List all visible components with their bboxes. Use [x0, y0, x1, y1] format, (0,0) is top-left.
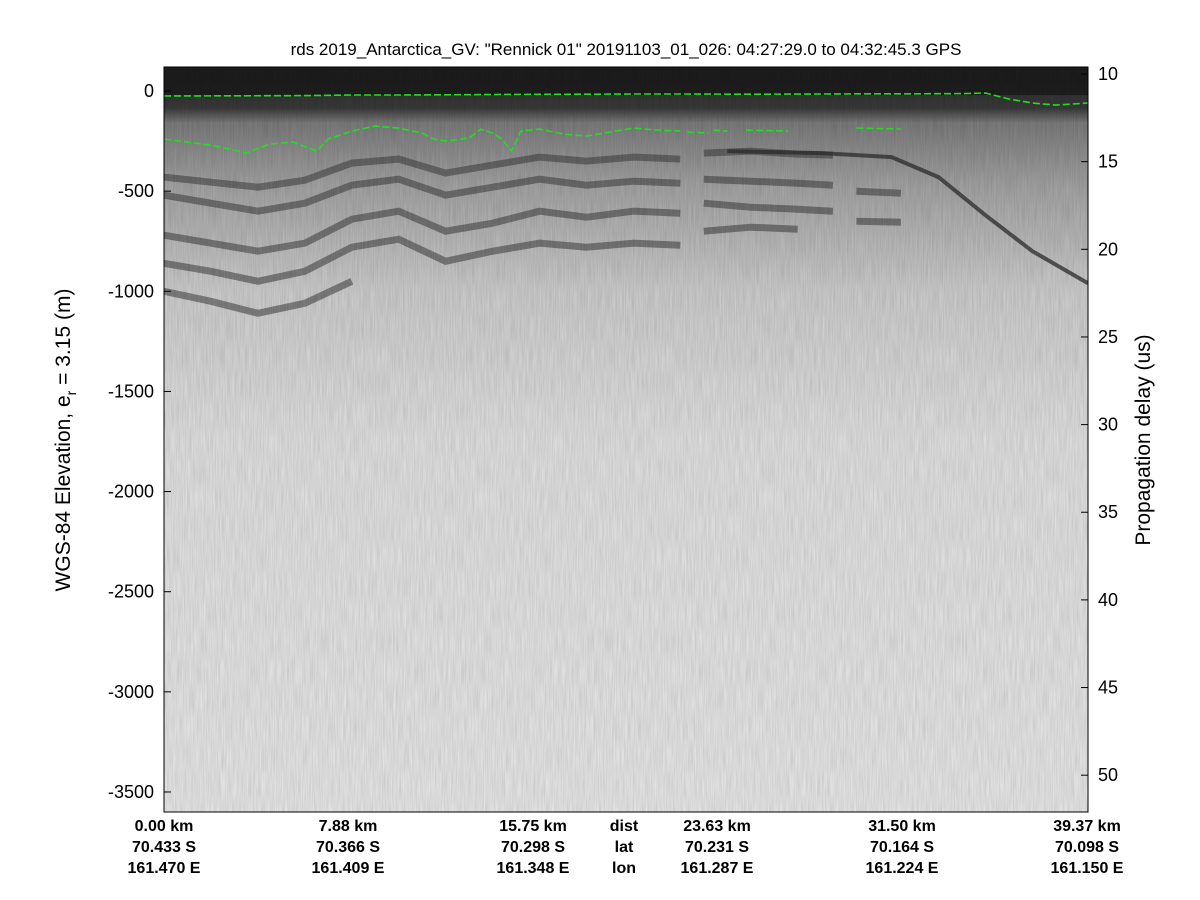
footer-lon-value: 161.348 E: [497, 860, 570, 877]
right-tick-label: 35: [1098, 502, 1118, 522]
footer-dist-tag: dist: [610, 818, 639, 835]
footer-dist-value: 0.00 km: [135, 818, 194, 835]
footer-dist-value: 31.50 km: [868, 818, 936, 835]
footer-lat-value: 70.298 S: [501, 839, 565, 856]
right-tick-label: 25: [1098, 327, 1118, 347]
surface-pick-line: [164, 92, 1088, 106]
echogram-image: [164, 67, 1088, 812]
left-tick-label: -500: [118, 181, 154, 201]
right-axis: 10 15 20 25 30 35 40 45 50: [1081, 64, 1118, 785]
right-tick-label: 10: [1098, 64, 1118, 84]
y-axis-label-right: Propagation delay (us): [1132, 334, 1155, 545]
footer-dist-value: 15.75 km: [499, 818, 567, 835]
footer-lon-value: 161.224 E: [866, 860, 939, 877]
right-tick-label: 50: [1098, 765, 1118, 785]
y-axis-label-left-subscript: r: [63, 390, 79, 395]
left-tick-label: -3500: [108, 782, 154, 802]
footer-dist-value: 7.88 km: [319, 818, 378, 835]
footer-lon-value: 161.150 E: [1051, 860, 1124, 877]
bottom-pick-line: [745, 129, 789, 132]
left-tick-label: -1500: [108, 381, 154, 401]
footer-lat-value: 70.164 S: [870, 839, 934, 856]
footer-lon-tag: lon: [612, 860, 636, 877]
footer-lat-value: 70.098 S: [1055, 839, 1119, 856]
right-tick-label: 15: [1098, 152, 1118, 172]
footer-lat-value: 70.366 S: [316, 839, 380, 856]
y-axis-label-left: WGS-84 Elevation, er = 3.15 (m): [52, 289, 79, 592]
footer-lon-value: 161.470 E: [128, 860, 201, 877]
layer-picks: [164, 92, 1088, 154]
footer-lat-tag: lat: [615, 839, 634, 856]
left-axis: 0 -500 -1000 -1500 -2000 -2500 -3000 -3500: [108, 81, 171, 802]
y-axis-label-left-main: WGS-84 Elevation, e: [52, 395, 75, 591]
position-footer: 0.00 km 7.88 km 15.75 km 23.63 km 31.50 km 39…: [128, 818, 1124, 877]
right-tick-label: 45: [1098, 678, 1118, 698]
right-tick-label: 30: [1098, 415, 1118, 435]
bottom-pick-line: [856, 127, 901, 130]
chart-title: rds 2019_Antarctica_GV: "Rennick 01" 201…: [291, 40, 962, 59]
right-tick-label: 20: [1098, 239, 1118, 259]
left-tick-label: -1000: [108, 281, 154, 301]
left-tick-label: -3000: [108, 682, 154, 702]
footer-lon-value: 161.287 E: [681, 860, 754, 877]
echogram-grain: [164, 67, 1088, 812]
plot-frame: [163, 66, 1089, 813]
left-tick-label: -2000: [108, 482, 154, 502]
right-tick-label: 40: [1098, 590, 1118, 610]
footer-lon-value: 161.409 E: [312, 860, 385, 877]
bottom-pick-line: [713, 129, 728, 132]
footer-lat-value: 70.231 S: [685, 839, 749, 856]
bottom-pick-line: [687, 131, 709, 134]
y-axis-label-left-suffix: = 3.15 (m): [52, 289, 75, 391]
bottom-pick-line: [164, 125, 681, 154]
footer-dist-value: 39.37 km: [1053, 818, 1121, 835]
footer-dist-value: 23.63 km: [683, 818, 751, 835]
left-tick-label: 0: [144, 81, 154, 101]
left-tick-label: -2500: [108, 582, 154, 602]
footer-lat-value: 70.433 S: [132, 839, 196, 856]
